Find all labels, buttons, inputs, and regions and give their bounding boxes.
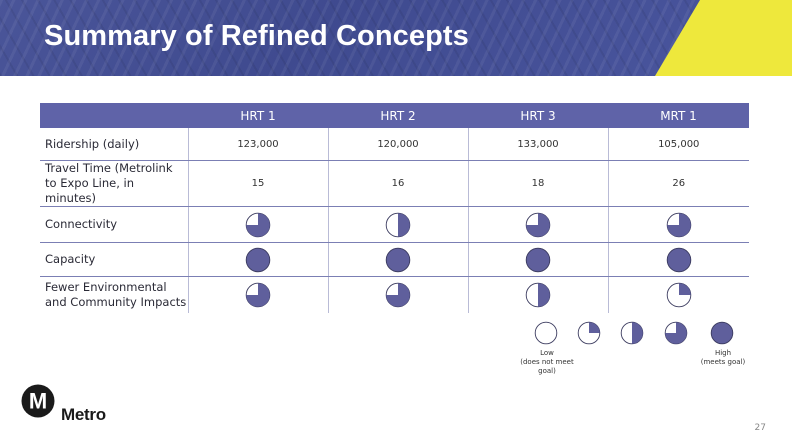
legend-high-title: High bbox=[714, 349, 732, 357]
harvey-ball-outline bbox=[710, 321, 734, 345]
table-row: Travel Time (Metrolink to Expo Line, in m… bbox=[40, 160, 749, 207]
rating-cell bbox=[187, 276, 328, 313]
harvey-ball-icon bbox=[385, 282, 411, 308]
harvey-ball-fill bbox=[665, 322, 687, 344]
harvey-ball-icon bbox=[534, 321, 558, 345]
table-row: Fewer Environmental and Community Impacts bbox=[40, 276, 749, 314]
table-row: Ridership (daily) 123,000 120,000 133,00… bbox=[40, 128, 749, 161]
harvey-ball-icon bbox=[577, 321, 601, 345]
table-cell: 123,000 bbox=[187, 128, 328, 161]
rating-cell bbox=[607, 206, 749, 243]
legend-high-label: High (meets goal) bbox=[693, 349, 753, 367]
table-cell: 26 bbox=[607, 160, 749, 207]
rating-legend: Low (does not meet goal) High (meets goa… bbox=[520, 321, 745, 375]
rating-cell bbox=[327, 276, 468, 313]
legend-low-title: Low bbox=[540, 349, 554, 357]
harvey-ball-outline bbox=[525, 247, 551, 272]
rating-cell bbox=[467, 206, 608, 243]
harvey-ball-icon bbox=[620, 321, 644, 345]
table-cell: 105,000 bbox=[607, 128, 749, 161]
harvey-ball-icon bbox=[245, 282, 271, 308]
banner-texture bbox=[0, 0, 792, 76]
harvey-ball-fill bbox=[526, 212, 550, 237]
table-row: Connectivity bbox=[40, 206, 749, 243]
row-label-line: Fewer Environmental bbox=[45, 280, 167, 294]
harvey-ball-outline bbox=[245, 247, 271, 272]
harvey-ball-fill bbox=[246, 212, 270, 237]
harvey-ball-icon bbox=[385, 212, 411, 237]
rating-cell bbox=[467, 242, 608, 277]
harvey-ball-icon bbox=[666, 247, 692, 272]
harvey-ball-fill bbox=[666, 212, 691, 237]
harvey-ball-fill bbox=[538, 283, 550, 307]
harvey-ball-fill bbox=[246, 283, 270, 307]
row-label: Fewer Environmental and Community Impacts bbox=[40, 277, 188, 314]
rating-cell bbox=[467, 276, 608, 313]
harvey-ball-outline bbox=[534, 321, 558, 345]
rating-cell bbox=[327, 242, 468, 277]
table-cell: 133,000 bbox=[467, 128, 608, 161]
metro-logo-icon: M bbox=[21, 384, 55, 418]
column-header: HRT 3 bbox=[468, 103, 608, 128]
harvey-ball-outline bbox=[385, 247, 411, 272]
legend-low-note: (does not meet goal) bbox=[520, 358, 574, 375]
harvey-ball-icon bbox=[664, 321, 688, 345]
harvey-ball-icon bbox=[710, 321, 734, 345]
rating-cell bbox=[187, 242, 328, 277]
table-row: Capacity bbox=[40, 242, 749, 277]
table-header-row: HRT 1 HRT 2 HRT 3 MRT 1 bbox=[40, 103, 749, 128]
row-label: Connectivity bbox=[40, 206, 188, 243]
harvey-ball-icon bbox=[525, 247, 551, 272]
harvey-ball-fill bbox=[386, 283, 410, 307]
harvey-ball-icon bbox=[525, 282, 551, 308]
row-label: Travel Time (Metrolink to Expo Line, in m… bbox=[40, 160, 188, 207]
harvey-ball-icon bbox=[666, 282, 692, 308]
harvey-ball-outline bbox=[666, 247, 692, 272]
legend-high-note: (meets goal) bbox=[700, 358, 746, 366]
table-cell: 120,000 bbox=[327, 128, 468, 161]
table-cell: 15 bbox=[187, 160, 328, 207]
rating-cell bbox=[187, 206, 328, 243]
row-label: Capacity bbox=[40, 242, 188, 277]
page-title: Summary of Refined Concepts bbox=[44, 20, 469, 52]
column-header: HRT 2 bbox=[328, 103, 468, 128]
legend-low-label: Low (does not meet goal) bbox=[512, 349, 582, 376]
rating-cell bbox=[327, 206, 468, 243]
page-number: 27 bbox=[754, 423, 766, 433]
rating-cell bbox=[607, 276, 749, 313]
harvey-ball-icon bbox=[245, 247, 271, 272]
row-label-line: and Community Impacts bbox=[45, 295, 187, 309]
row-label-line: Travel Time (Metrolink bbox=[45, 161, 173, 175]
table-cell: 16 bbox=[327, 160, 468, 207]
row-label-line: to Expo Line, in minutes) bbox=[45, 176, 135, 205]
harvey-ball-fill bbox=[678, 283, 691, 295]
harvey-ball-fill bbox=[398, 212, 410, 237]
row-label: Ridership (daily) bbox=[40, 128, 188, 161]
harvey-ball-fill bbox=[632, 322, 643, 344]
column-header: MRT 1 bbox=[608, 103, 749, 128]
header-blank bbox=[40, 103, 188, 128]
harvey-ball-fill bbox=[589, 322, 600, 333]
harvey-ball-icon bbox=[385, 247, 411, 272]
table-cell: 18 bbox=[467, 160, 608, 207]
column-header: HRT 1 bbox=[188, 103, 328, 128]
title-banner: Summary of Refined Concepts bbox=[0, 0, 792, 76]
logo-glyph: M bbox=[29, 389, 47, 414]
metro-wordmark: Metro bbox=[61, 405, 106, 424]
harvey-ball-icon bbox=[666, 212, 692, 237]
harvey-ball-icon bbox=[245, 212, 271, 237]
concepts-table: HRT 1 HRT 2 HRT 3 MRT 1 Ridership (daily… bbox=[40, 103, 749, 313]
rating-cell bbox=[607, 242, 749, 277]
harvey-ball-icon bbox=[525, 212, 551, 237]
